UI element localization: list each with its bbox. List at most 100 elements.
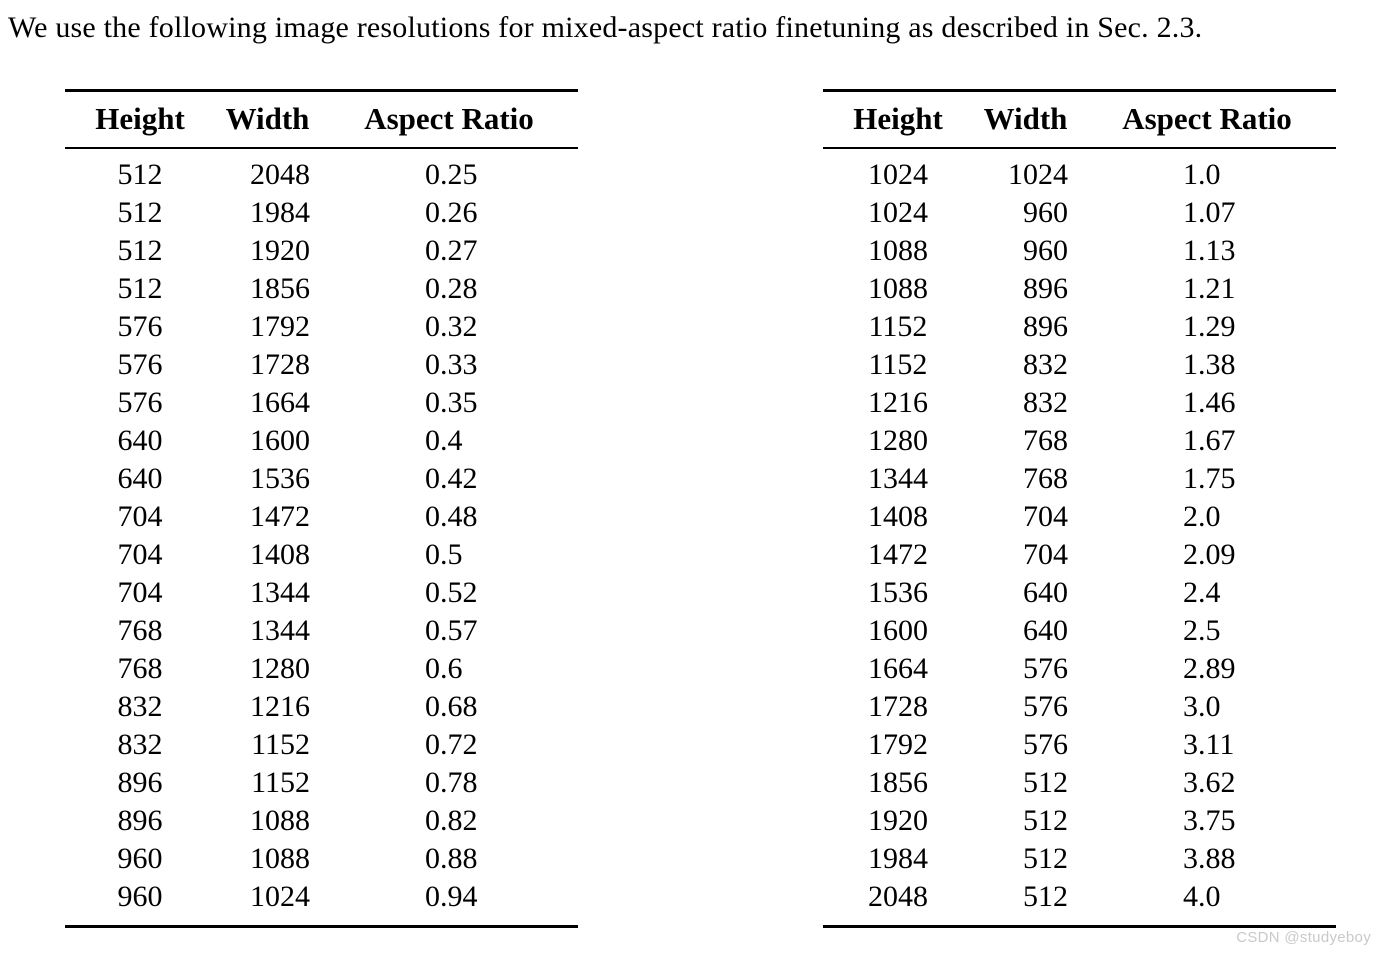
aspect-ratio-cell: 3.62: [1183, 766, 1236, 799]
height-cell: 832: [117, 728, 163, 761]
aspect-ratio-cell: 0.35: [425, 386, 478, 419]
resolution-table-left: Height Width Aspect Ratio 512 2048 0.25 512…: [65, 89, 578, 928]
height-cell: 896: [117, 766, 163, 799]
width-cell: 832: [1023, 386, 1068, 419]
width-cell: 1728: [250, 348, 310, 381]
table-row: 960 1088 0.88: [65, 840, 578, 878]
aspect-ratio-cell: 2.4: [1183, 576, 1221, 609]
width-cell: 512: [1023, 842, 1068, 875]
table-row: 1088 960 1.13: [823, 232, 1336, 270]
table-row: 1600 640 2.5: [823, 612, 1336, 650]
column-header-aspect-ratio: Aspect Ratio: [320, 90, 578, 149]
width-cell: 576: [1023, 690, 1068, 723]
width-cell: 640: [1023, 576, 1068, 609]
aspect-ratio-cell: 2.0: [1183, 500, 1221, 533]
aspect-ratio-cell: 0.4: [425, 424, 463, 457]
aspect-ratio-cell: 0.5: [425, 538, 463, 571]
width-cell: 512: [1023, 804, 1068, 837]
column-header-height: Height: [65, 90, 215, 149]
table-row: 1216 832 1.46: [823, 384, 1336, 422]
width-cell: 1664: [250, 386, 310, 419]
table-row: 832 1216 0.68: [65, 688, 578, 726]
height-cell: 704: [117, 500, 163, 533]
table-row: 704 1408 0.5: [65, 536, 578, 574]
height-cell: 1984: [868, 842, 928, 875]
table-row: 1408 704 2.0: [823, 498, 1336, 536]
height-cell: 1024: [868, 158, 928, 191]
intro-text: We use the following image resolutions f…: [8, 11, 1203, 44]
table-row: 1088 896 1.21: [823, 270, 1336, 308]
height-cell: 1920: [868, 804, 928, 837]
table-row: 960 1024 0.94: [65, 878, 578, 927]
width-cell: 1344: [250, 614, 310, 647]
aspect-ratio-cell: 0.48: [425, 500, 478, 533]
height-cell: 1088: [868, 234, 928, 267]
width-cell: 960: [1023, 196, 1068, 229]
aspect-ratio-cell: 2.89: [1183, 652, 1236, 685]
table-row: 1280 768 1.67: [823, 422, 1336, 460]
width-cell: 896: [1023, 310, 1068, 343]
height-cell: 1472: [868, 538, 928, 571]
aspect-ratio-cell: 2.09: [1183, 538, 1236, 571]
table-row: 768 1280 0.6: [65, 650, 578, 688]
height-cell: 1408: [868, 500, 928, 533]
height-cell: 512: [117, 158, 163, 191]
table-row: 704 1472 0.48: [65, 498, 578, 536]
aspect-ratio-cell: 0.42: [425, 462, 478, 495]
table-row: 1024 960 1.07: [823, 194, 1336, 232]
width-cell: 1856: [250, 272, 310, 305]
table-row: 1536 640 2.4: [823, 574, 1336, 612]
height-cell: 1152: [868, 348, 928, 381]
aspect-ratio-cell: 0.57: [425, 614, 478, 647]
width-cell: 704: [1023, 500, 1068, 533]
height-cell: 768: [117, 652, 163, 685]
height-cell: 1280: [868, 424, 928, 457]
width-cell: 640: [1023, 614, 1068, 647]
height-cell: 1792: [868, 728, 928, 761]
height-cell: 512: [117, 272, 163, 305]
aspect-ratio-cell: 3.0: [1183, 690, 1221, 723]
table-row: 576 1728 0.33: [65, 346, 578, 384]
column-header-width: Width: [973, 90, 1078, 149]
table-body: 512 2048 0.25 512 1984 0.26 512 1920 0.27 512 1856…: [65, 148, 578, 927]
height-cell: 896: [117, 804, 163, 837]
aspect-ratio-cell: 3.88: [1183, 842, 1236, 875]
resolution-table-right: Height Width Aspect Ratio 1024 1024 1.0 102…: [823, 89, 1336, 928]
table-row: 512 1920 0.27: [65, 232, 578, 270]
table-row: 1792 576 3.11: [823, 726, 1336, 764]
height-cell: 640: [117, 424, 163, 457]
column-header-width: Width: [215, 90, 320, 149]
aspect-ratio-cell: 0.26: [425, 196, 478, 229]
aspect-ratio-cell: 0.6: [425, 652, 463, 685]
height-cell: 1152: [868, 310, 928, 343]
table-row: 768 1344 0.57: [65, 612, 578, 650]
aspect-ratio-cell: 1.13: [1183, 234, 1236, 267]
height-cell: 1216: [868, 386, 928, 419]
width-cell: 1088: [250, 804, 310, 837]
width-cell: 1280: [250, 652, 310, 685]
height-cell: 832: [117, 690, 163, 723]
aspect-ratio-cell: 1.38: [1183, 348, 1236, 381]
width-cell: 1408: [250, 538, 310, 571]
height-cell: 960: [117, 842, 163, 875]
width-cell: 960: [1023, 234, 1068, 267]
aspect-ratio-cell: 1.75: [1183, 462, 1236, 495]
table-row: 640 1536 0.42: [65, 460, 578, 498]
width-cell: 1984: [250, 196, 310, 229]
aspect-ratio-cell: 1.0: [1183, 158, 1221, 191]
aspect-ratio-cell: 0.52: [425, 576, 478, 609]
table-body: 1024 1024 1.0 1024 960 1.07 1088 960 1.13 1088 896…: [823, 148, 1336, 927]
height-cell: 1856: [868, 766, 928, 799]
aspect-ratio-cell: 0.94: [425, 880, 478, 913]
width-cell: 1216: [250, 690, 310, 723]
table-row: 2048 512 4.0: [823, 878, 1336, 927]
width-cell: 2048: [250, 158, 310, 191]
width-cell: 1024: [250, 880, 310, 913]
width-cell: 1344: [250, 576, 310, 609]
width-cell: 896: [1023, 272, 1068, 305]
width-cell: 1024: [1008, 158, 1068, 191]
aspect-ratio-cell: 3.11: [1183, 728, 1235, 761]
width-cell: 768: [1023, 424, 1068, 457]
height-cell: 1664: [868, 652, 928, 685]
